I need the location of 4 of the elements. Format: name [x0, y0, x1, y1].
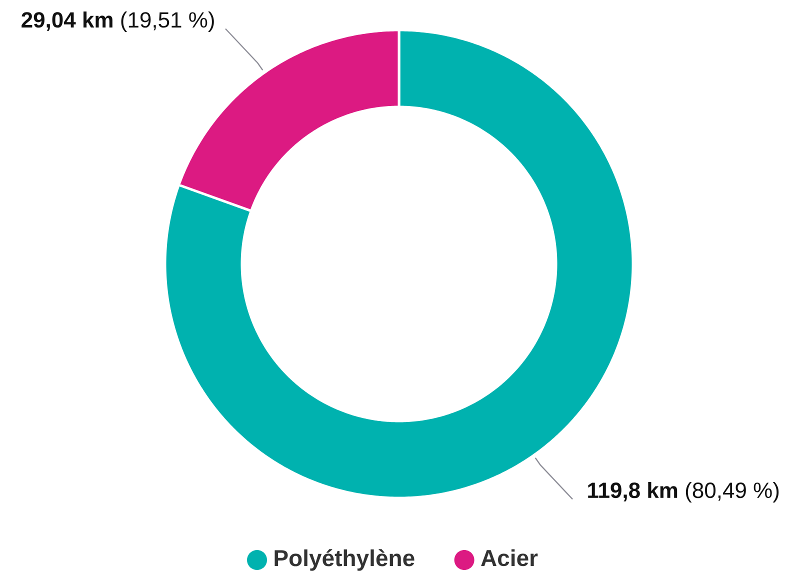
legend-label: Polyéthylène	[274, 549, 414, 571]
legend-label: Acier	[481, 549, 538, 566]
data-label: 119,8 km (80,49 %)	[588, 482, 779, 502]
data-label: 29,04 km (19,51 %)	[22, 12, 214, 32]
